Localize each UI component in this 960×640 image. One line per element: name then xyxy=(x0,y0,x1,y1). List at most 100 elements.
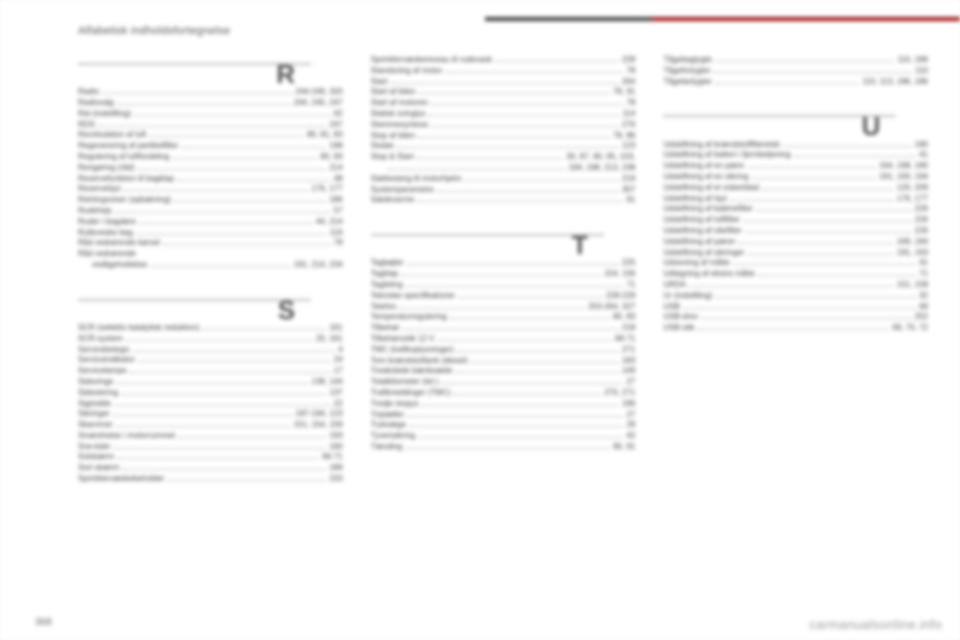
leader-dots xyxy=(458,297,603,298)
leader-dots xyxy=(117,104,291,105)
leader-dots xyxy=(102,93,293,94)
leader-dots xyxy=(134,351,335,352)
entry-label: Udskiftning af et viskerblad xyxy=(663,183,759,194)
index-entry: Treakslede bænksæde149 xyxy=(371,366,636,377)
entry-list: SCR (selektiv katalytisk reduktion)161SC… xyxy=(78,323,343,485)
entry-label: Stemmesyntese xyxy=(371,120,428,131)
leader-dots xyxy=(98,126,326,127)
leader-dots xyxy=(202,329,326,330)
index-entry: SCR (selektiv katalytisk reduktion)161 xyxy=(78,323,343,334)
entry-label: Start af motoren xyxy=(371,98,428,109)
entry-pages: 120, 209 xyxy=(897,183,928,194)
entry-pages: 190 xyxy=(915,140,928,151)
entry-label: Udskiftning af en sikring xyxy=(663,172,748,183)
leader-dots xyxy=(455,372,619,373)
index-entry: USB69 xyxy=(663,302,928,313)
leader-dots xyxy=(121,394,326,395)
index-entry: Udsivning af måtte41 xyxy=(663,258,928,269)
entry-label: USB-stik xyxy=(663,323,694,334)
entry-label: Tryksæge xyxy=(371,420,406,431)
entry-pages: 90, 91 xyxy=(613,442,635,453)
entry-pages: 30, 87, 90, 95, 103, xyxy=(566,152,635,163)
entry-label: Sikringer xyxy=(78,409,110,420)
entry-label: Radio xyxy=(78,87,99,98)
entry-pages: 193 xyxy=(329,431,342,442)
leader-dots xyxy=(177,180,331,181)
entry-label: Telefon xyxy=(371,302,397,313)
entry-label: Reservehjul xyxy=(78,184,120,195)
entry-pages: 91 xyxy=(626,195,635,206)
index-entry: Tagklap154, 156 xyxy=(371,269,636,280)
entry-label: Systemparametre xyxy=(371,185,434,196)
leader-dots xyxy=(715,297,916,298)
entry-label: Udskiftning af kabinefilter xyxy=(663,204,752,215)
index-entry: Statisk svinglys114 xyxy=(371,109,636,120)
entry-pages: 41 xyxy=(919,258,928,269)
index-entry: Servicelampe17 xyxy=(78,366,343,377)
entry-pages: 225 xyxy=(622,258,635,269)
leader-dots xyxy=(397,147,619,148)
entry-label: Radiovalg xyxy=(78,98,114,109)
index-entry: Tilbehør218 xyxy=(371,323,636,334)
index-entry: Standsning af motor78 xyxy=(371,66,636,77)
leader-dots xyxy=(441,383,623,384)
leader-dots xyxy=(713,72,912,73)
entry-label: Rengøring (råd) xyxy=(78,163,134,174)
index-entry: SCR-system20, 161 xyxy=(78,334,343,345)
entry-label: Støttestang til motorhjelm xyxy=(371,174,462,185)
index-entry: Retningsviser (opbakning)186 xyxy=(78,195,343,206)
entry-label: Sigtvidde xyxy=(78,399,111,410)
entry-pages: 116 xyxy=(330,228,343,239)
entry-label: Udskiftning af pærer xyxy=(663,237,735,248)
entry-label: Serviceindikator xyxy=(78,355,135,366)
leader-dots xyxy=(407,416,623,417)
entry-pages: 183 xyxy=(622,356,635,367)
leader-dots xyxy=(129,372,330,373)
column: RRadio244-249, 320Radiovalg244, 245, 247… xyxy=(78,55,343,600)
index-entry: Udtagning af ekstra måtte71 xyxy=(663,269,928,280)
index-entry: Rat (indstilling)62 xyxy=(78,109,343,120)
entry-list: Tågebaglygte110, 186Tågeforlygter110Tåge… xyxy=(663,55,928,87)
leader-dots xyxy=(114,405,331,406)
leader-dots xyxy=(139,223,313,224)
entry-pages: 69 xyxy=(919,302,928,313)
index-entry: Regulering af luftfordeling80, 83 xyxy=(78,152,343,163)
entry-pages: 123 xyxy=(622,141,635,152)
entry-pages: 80, 83 xyxy=(320,152,342,163)
index-entry: Sort skærm189 xyxy=(78,463,343,474)
leader-dots xyxy=(471,362,619,363)
entry-label: SCR-system xyxy=(78,334,123,345)
entry-pages: 196 xyxy=(622,399,635,410)
index-entry: Start af bilen78, 91 xyxy=(371,87,636,98)
entry-pages: 22 xyxy=(334,399,343,410)
entry-label: Sædevarme xyxy=(371,195,415,206)
entry-label: SCR (selektiv katalytisk reduktion) xyxy=(78,323,199,334)
index-entry: Tekniske specifikationer228-229 xyxy=(371,291,636,302)
leader-dots xyxy=(738,243,894,244)
leader-dots xyxy=(421,405,619,406)
entry-pages: 42 xyxy=(626,431,635,442)
entry-pages: 276 xyxy=(622,120,635,131)
entry-pages: 80, 83 xyxy=(613,312,635,323)
index-entry: Udskiftning af pærer169, 184 xyxy=(663,237,928,248)
index-entry: TMC (trafikoplysninger)271 xyxy=(371,345,636,356)
entry-label: Tågeforlygter xyxy=(663,66,710,77)
leader-dots xyxy=(747,167,876,168)
leader-dots xyxy=(747,254,894,255)
entry-pages: 62 xyxy=(334,109,343,120)
entry-label: Tyverisikring xyxy=(371,431,415,442)
entry-label: Retningsviser (opbakning) xyxy=(78,195,171,206)
index-entry: Tænding90, 91 xyxy=(371,442,636,453)
manual-index-page: Alfabetisk indholdsfortegnelse RRadio244… xyxy=(0,0,960,640)
entry-pages: 228-229 xyxy=(606,291,635,302)
index-entry: Skarnmer151, 154, 159 xyxy=(78,420,343,431)
index-entry: Udskiftning af en pære164, 168, 180 xyxy=(663,161,928,172)
leader-dots xyxy=(464,180,619,181)
entry-list: Radio244-249, 320Radiovalg244, 245, 247R… xyxy=(78,87,343,271)
leader-dots xyxy=(715,83,860,84)
entry-pages: 271 xyxy=(622,345,635,356)
entry-label: Statisk svinglys xyxy=(371,109,426,120)
entry-pages: 66-71 xyxy=(322,452,342,463)
entry-label: URDA xyxy=(663,280,686,291)
index-entry: Totalkilometer (tel.)27 xyxy=(371,377,636,388)
